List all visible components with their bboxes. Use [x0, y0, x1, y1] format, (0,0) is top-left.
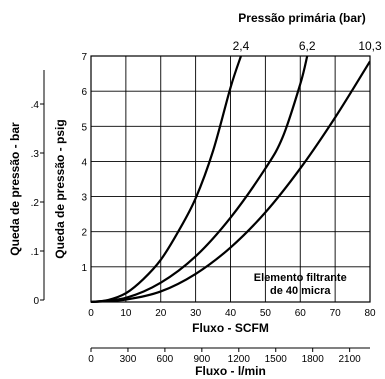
y-tick-label: 5 [81, 122, 87, 133]
lmin-axis-tick-label: 600 [157, 354, 174, 365]
lmin-axis-title: Fluxo - l/min [195, 364, 266, 378]
axes: 0 10 20 30 40 50 60 70 80 1 2 3 4 5 6 7 Fluxo - SCFM Qued… [53, 52, 376, 335]
bar-axis-tick-label: 0 [33, 296, 39, 307]
x-tick-label: 20 [155, 308, 167, 319]
lmin-axis-tick-label: 1200 [228, 354, 251, 365]
series-label-1: 6,2 [299, 39, 316, 53]
y-tick-label: 1 [81, 263, 87, 274]
lmin-axis-tick-label: 1500 [265, 354, 288, 365]
series-lines [91, 55, 370, 303]
x-tick-label: 30 [190, 308, 202, 319]
lmin-axis-tick-label: 900 [194, 354, 211, 365]
annotation-line-2: de 40 micra [270, 285, 331, 297]
x-axis-title: Fluxo - SCFM [192, 321, 269, 335]
y-tick-label: 2 [81, 228, 87, 239]
series-line-2 [91, 60, 370, 303]
series-line-0 [91, 55, 243, 303]
x-tick-label: 50 [260, 308, 272, 319]
y-tick-label: 7 [81, 52, 87, 63]
series-labels: 2,4 6,2 10,3 [233, 39, 382, 53]
x-tick-label: 10 [120, 308, 132, 319]
bar-axis-tick-label: .3 [31, 149, 40, 160]
series-label-0: 2,4 [233, 39, 250, 53]
y-tick-label: 6 [81, 87, 87, 98]
bar-axis-tick-label: .1 [31, 247, 40, 258]
y-tick-label: 4 [81, 157, 87, 168]
x-tick-label: 70 [330, 308, 342, 319]
x-tick-label: 0 [88, 308, 94, 319]
annotation-line-1: Elemento filtrante [254, 272, 347, 284]
bar-axis-tick-label: .2 [31, 198, 40, 209]
series-line-1 [91, 55, 309, 303]
grid [90, 55, 371, 303]
chart-title: Pressão primária (bar) [238, 11, 365, 25]
y-axis-title: Queda de pressão - psig [53, 119, 67, 258]
lmin-axis-tick-label: 2100 [339, 354, 362, 365]
lmin-axis-tick-label: 1800 [302, 354, 325, 365]
x-tick-label: 40 [225, 308, 237, 319]
bar-axis-tick-label: .4 [31, 100, 40, 111]
plot-frame [90, 55, 371, 303]
x-tick-label: 80 [364, 308, 376, 319]
bar-axis-title: Queda de pressão - bar [8, 122, 22, 256]
lmin-axis-tick-label: 0 [88, 354, 94, 365]
series-label-2: 10,3 [358, 39, 382, 53]
lmin-axis-tick-label: 300 [120, 354, 137, 365]
x-tick-label: 60 [295, 308, 307, 319]
y-tick-label: 3 [81, 193, 87, 204]
